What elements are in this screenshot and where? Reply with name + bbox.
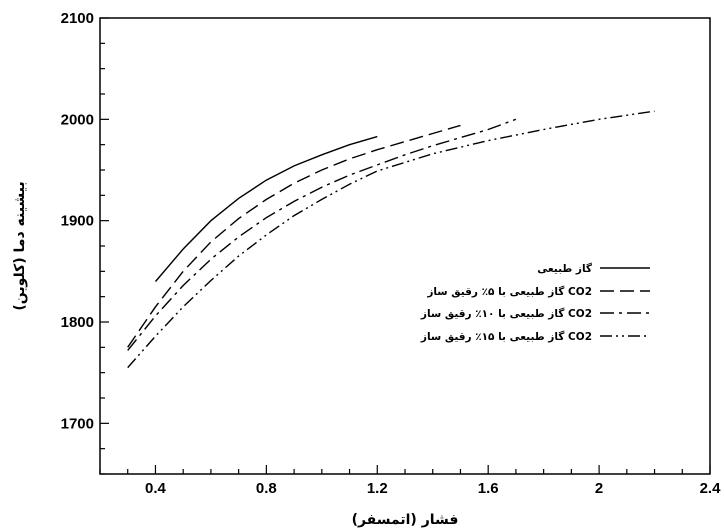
legend-label-2: گاز طبیعی با ۵٪ رقیق ساز CO2 xyxy=(426,285,592,298)
x-tick-label: 0.4 xyxy=(145,480,167,497)
x-tick-label: 1.2 xyxy=(367,480,388,497)
y-tick-label: 1700 xyxy=(61,415,94,432)
ticks-layer: 0.4 0.8 1.2 1.6 2 2.4 1700 1800 1900 2000 2100 xyxy=(61,10,721,497)
x-tick-label: 1.6 xyxy=(478,480,499,497)
y-tick-label: 1800 xyxy=(61,314,94,331)
x-axis-title: فشار (اتمسفر) xyxy=(352,512,459,528)
x-tick-label: 2 xyxy=(595,480,603,497)
series-layer xyxy=(127,110,655,369)
y-tick-label: 2000 xyxy=(61,111,94,128)
legend-label-4: گاز طبیعی با ۱۵٪ رقیق ساز CO2 xyxy=(420,330,592,343)
plot-frame xyxy=(99,17,711,475)
legend-label-1: گاز طبیعی xyxy=(537,262,593,275)
x-tick-label: 2.4 xyxy=(700,480,722,497)
series-line-1 xyxy=(154,135,378,282)
y-tick-label: 1900 xyxy=(61,213,94,230)
y-tick-label: 2100 xyxy=(61,10,94,27)
legend: گاز طبیعی گاز طبیعی با ۵٪ رقیق ساز CO2 گاز… xyxy=(420,262,650,343)
x-tick-label: 0.8 xyxy=(256,480,277,497)
legend-label-3: گاز طبیعی با ۱۰٪ رقیق ساز CO2 xyxy=(420,307,592,320)
series-line-2 xyxy=(127,124,461,348)
series-line-4 xyxy=(127,110,655,369)
y-axis-title: بیشینه دما (کلوین) xyxy=(12,181,28,310)
series-line-3 xyxy=(127,118,517,351)
